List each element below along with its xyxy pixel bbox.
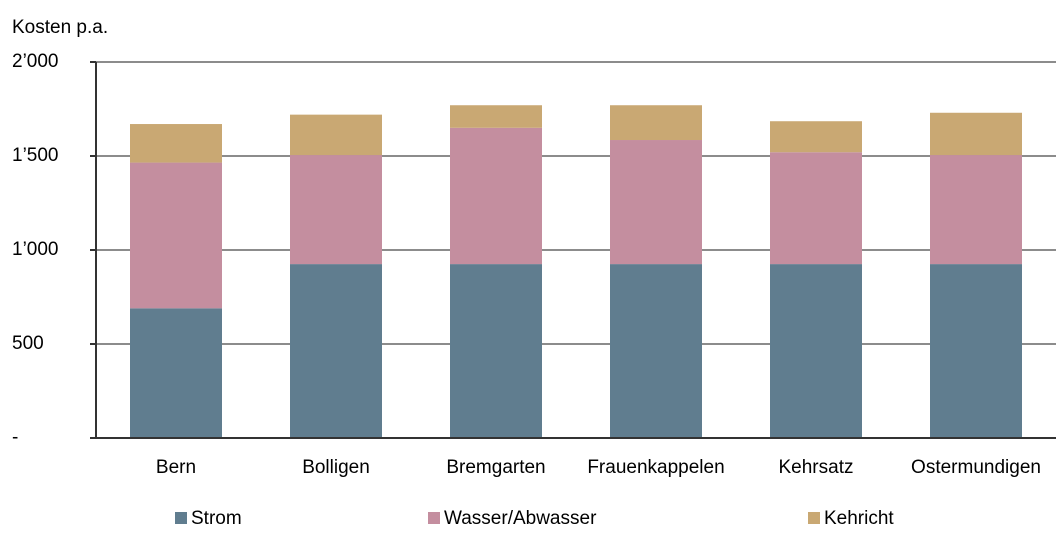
y-tick-label: 2’000: [12, 51, 59, 72]
legend-swatch: [428, 512, 440, 524]
bar-segment: [290, 155, 382, 265]
y-tick-label: 500: [12, 333, 44, 354]
x-tick-label: Bremgarten: [446, 457, 545, 478]
legend-label: Strom: [191, 508, 242, 529]
legend-swatch: [175, 512, 187, 524]
x-tick-label: Bern: [156, 457, 196, 478]
axis-title: Kosten p.a.: [12, 17, 108, 38]
x-tick-label: Ostermundigen: [911, 457, 1041, 478]
x-tick-label: Frauenkappelen: [587, 457, 724, 478]
bar-segment: [130, 162, 222, 309]
bar-segment: [450, 127, 542, 265]
y-tick-label: -: [12, 427, 18, 448]
bar-segment: [290, 264, 382, 438]
legend-swatch: [808, 512, 820, 524]
bar-segment: [930, 155, 1022, 265]
y-tick-label: 1’500: [12, 145, 59, 166]
x-tick-label: Kehrsatz: [779, 457, 854, 478]
legend-label: Wasser/Abwasser: [444, 508, 597, 529]
bar-segment: [450, 105, 542, 128]
bar-segment: [450, 264, 542, 438]
bar-segment: [610, 105, 702, 141]
bar-segment: [610, 140, 702, 265]
bar-segment: [930, 112, 1022, 156]
x-tick-label: Bolligen: [302, 457, 370, 478]
bar-segment: [130, 308, 222, 438]
bar-segment: [930, 264, 1022, 438]
bar-segment: [770, 121, 862, 153]
bar-segment: [130, 124, 222, 163]
bar-segment: [290, 114, 382, 156]
legend-label: Kehricht: [824, 508, 894, 529]
bar-segment: [610, 264, 702, 438]
y-tick-label: 1’000: [12, 239, 59, 260]
bar-segment: [770, 264, 862, 438]
bar-segment: [770, 152, 862, 265]
